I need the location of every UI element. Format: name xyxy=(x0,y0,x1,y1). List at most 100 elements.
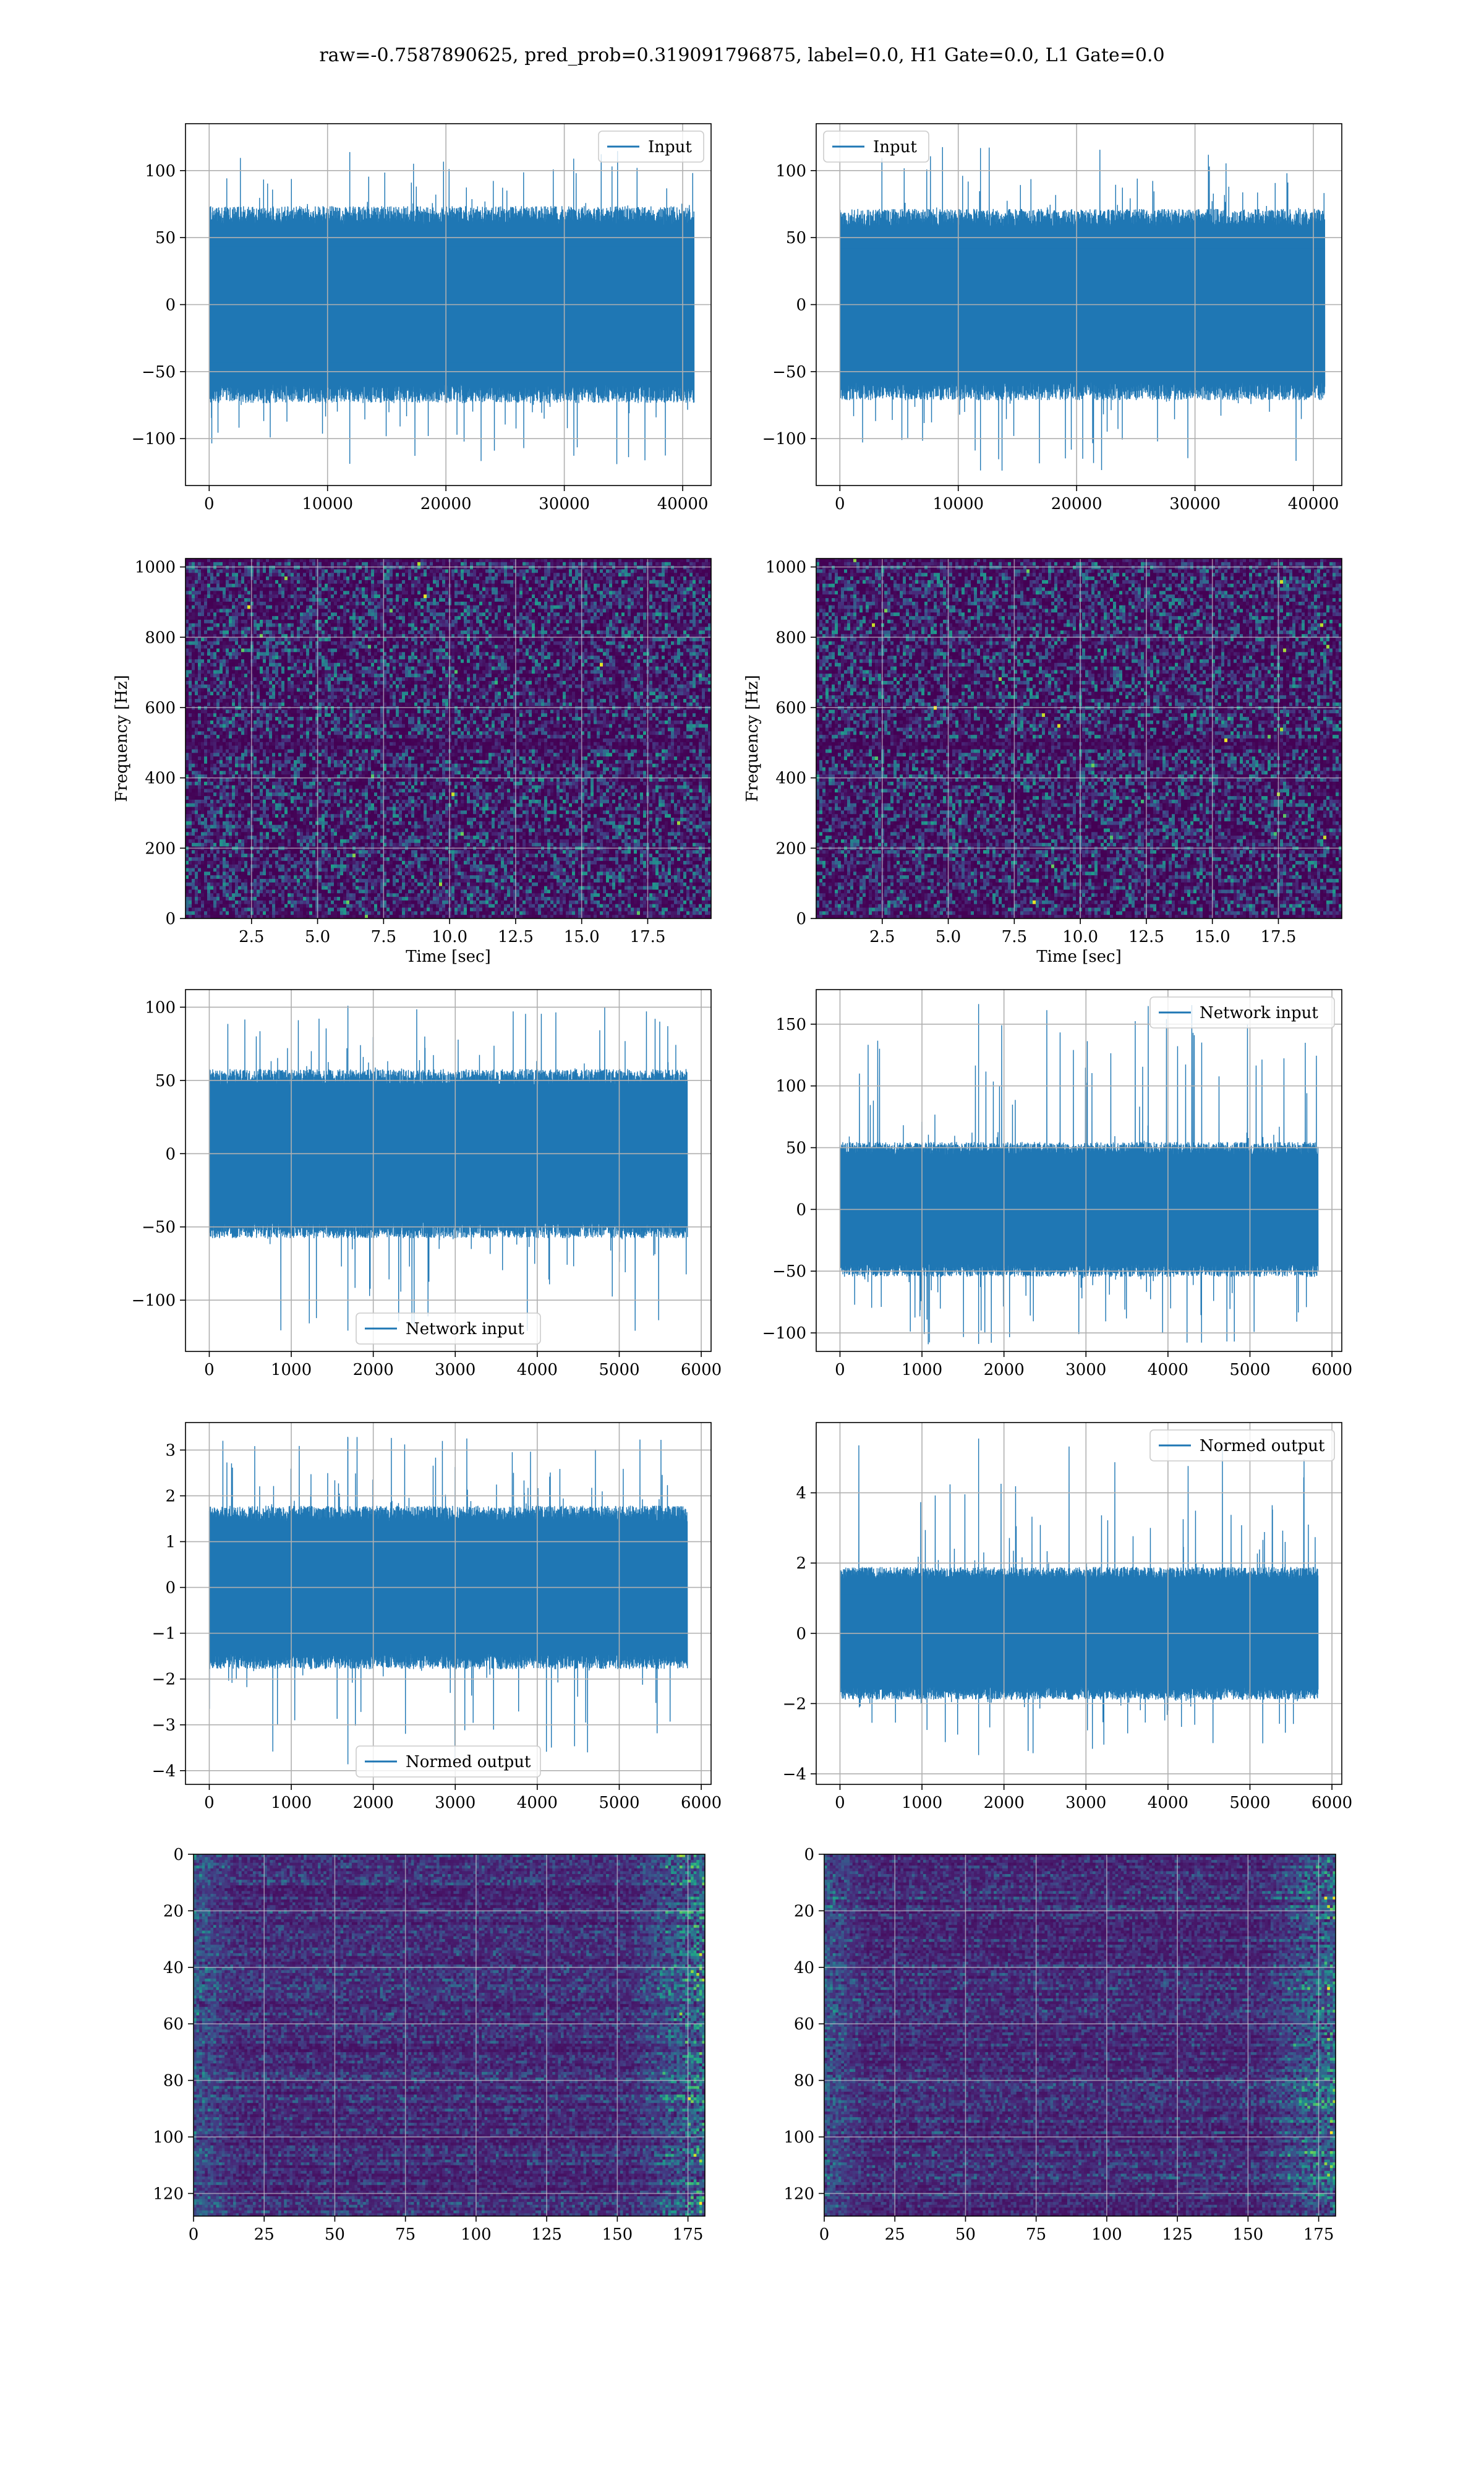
x-tick-label: 1000 xyxy=(902,1361,942,1379)
x-tick-label: 150 xyxy=(602,2225,633,2244)
legend-label: Input xyxy=(873,138,917,156)
legend: Input xyxy=(599,131,704,162)
x-tick-label: 4000 xyxy=(1148,1794,1188,1812)
y-tick-label: 0 xyxy=(796,1625,806,1643)
x-tick-label: 6000 xyxy=(681,1794,722,1812)
y-tick-label: 120 xyxy=(153,2185,184,2203)
y-tick-label: 40 xyxy=(163,1959,184,1977)
x-tick-label: 100 xyxy=(1091,2225,1122,2244)
legend: Network input xyxy=(356,1313,540,1344)
y-tick-label: 50 xyxy=(155,1072,176,1090)
x-tick-label: 10000 xyxy=(932,495,984,513)
x-tick-label: 0 xyxy=(819,2225,830,2244)
y-tick-label: −100 xyxy=(762,1324,806,1343)
y-tick-label: 50 xyxy=(786,1139,806,1158)
x-tick-label: 2.5 xyxy=(869,928,895,946)
x-tick-label: 0 xyxy=(835,1361,845,1379)
y-tick-label: 40 xyxy=(794,1959,814,1977)
y-tick-label: 20 xyxy=(163,1902,184,1920)
y-tick-label: −4 xyxy=(783,1765,806,1784)
y-axis-label: Frequency [Hz] xyxy=(743,675,762,802)
x-tick-label: 0 xyxy=(835,495,845,513)
y-tick-label: 60 xyxy=(163,2015,184,2034)
x-tick-label: 1000 xyxy=(271,1794,312,1812)
heatmap-cells xyxy=(186,559,712,919)
y-tick-label: 4 xyxy=(796,1484,806,1503)
legend: Normed output xyxy=(1150,1430,1334,1461)
legend: Network input xyxy=(1150,997,1334,1028)
y-tick-label: 0 xyxy=(804,1846,814,1864)
y-tick-label: −1 xyxy=(152,1625,176,1643)
y-tick-label: 50 xyxy=(155,229,176,247)
y-tick-label: 100 xyxy=(775,162,806,181)
chart-c5: 0 1000 2000 3000 4000 5000 6000100500−50−100Ne… xyxy=(132,990,722,1379)
x-tick-label: 125 xyxy=(1162,2225,1193,2244)
x-tick-label: 3000 xyxy=(435,1361,475,1379)
x-tick-label: 4000 xyxy=(1148,1361,1188,1379)
x-tick-label: 5.0 xyxy=(936,928,961,946)
y-tick-label: 0 xyxy=(796,296,806,315)
x-tick-label: 75 xyxy=(1026,2225,1046,2244)
y-axis-label: Frequency [Hz] xyxy=(113,675,131,802)
x-tick-label: 17.5 xyxy=(1261,928,1297,946)
x-tick-label: 75 xyxy=(395,2225,416,2244)
y-tick-label: 100 xyxy=(775,1077,806,1096)
plot-area xyxy=(816,559,1342,919)
x-tick-label: 3000 xyxy=(1065,1794,1106,1812)
x-tick-label: 30000 xyxy=(539,495,590,513)
x-tick-label: 5.0 xyxy=(305,928,330,946)
y-tick-label: 150 xyxy=(775,1016,806,1034)
chart-c6: 0 1000 2000 3000 4000 5000 6000150100500−50−10… xyxy=(762,990,1353,1379)
x-tick-label: 6000 xyxy=(1311,1794,1352,1812)
legend-label: Normed output xyxy=(1200,1437,1325,1455)
legend-label: Normed output xyxy=(406,1753,531,1771)
y-tick-label: −100 xyxy=(132,1291,176,1310)
x-tick-label: 0 xyxy=(204,1361,215,1379)
y-tick-label: 1000 xyxy=(765,559,806,577)
x-tick-label: 0 xyxy=(189,2225,199,2244)
y-tick-label: −3 xyxy=(152,1716,176,1735)
x-tick-label: 50 xyxy=(955,2225,976,2244)
y-tick-label: 0 xyxy=(796,910,806,928)
legend-label: Network input xyxy=(406,1320,524,1338)
x-axis-label: Time [sec] xyxy=(406,948,491,966)
x-tick-label: 0 xyxy=(204,495,215,513)
y-tick-label: 3 xyxy=(165,1441,176,1460)
heatmap-cells xyxy=(824,1854,1336,2217)
x-tick-label: 3000 xyxy=(435,1794,475,1812)
y-tick-label: 800 xyxy=(775,628,806,647)
x-tick-label: 25 xyxy=(254,2225,275,2244)
x-tick-label: 30000 xyxy=(1169,495,1221,513)
legend: Normed output xyxy=(356,1746,540,1777)
legend: Input xyxy=(824,131,929,162)
y-tick-label: 0 xyxy=(165,1579,176,1598)
x-tick-label: 10000 xyxy=(302,495,353,513)
x-tick-label: 10.0 xyxy=(1062,928,1098,946)
x-tick-label: 175 xyxy=(673,2225,704,2244)
y-tick-label: 100 xyxy=(145,162,176,181)
x-tick-label: 2000 xyxy=(984,1361,1025,1379)
y-tick-label: 800 xyxy=(145,628,176,647)
legend-label: Input xyxy=(648,138,692,156)
y-tick-label: 200 xyxy=(775,839,806,858)
x-axis-label: Time [sec] xyxy=(1036,948,1122,966)
heatmap-cells xyxy=(194,1854,706,2217)
plot-area xyxy=(186,559,712,919)
x-tick-label: 100 xyxy=(461,2225,492,2244)
x-tick-label: 12.5 xyxy=(1128,928,1164,946)
x-tick-label: 0 xyxy=(204,1794,215,1812)
x-tick-label: 5000 xyxy=(599,1361,639,1379)
x-tick-label: 150 xyxy=(1233,2225,1264,2244)
y-tick-label: −50 xyxy=(142,363,176,382)
x-tick-label: 20000 xyxy=(1051,495,1102,513)
y-tick-label: −4 xyxy=(152,1762,176,1781)
x-tick-label: 2000 xyxy=(353,1794,394,1812)
y-tick-label: 0 xyxy=(165,910,176,928)
y-tick-label: 100 xyxy=(783,2128,814,2147)
